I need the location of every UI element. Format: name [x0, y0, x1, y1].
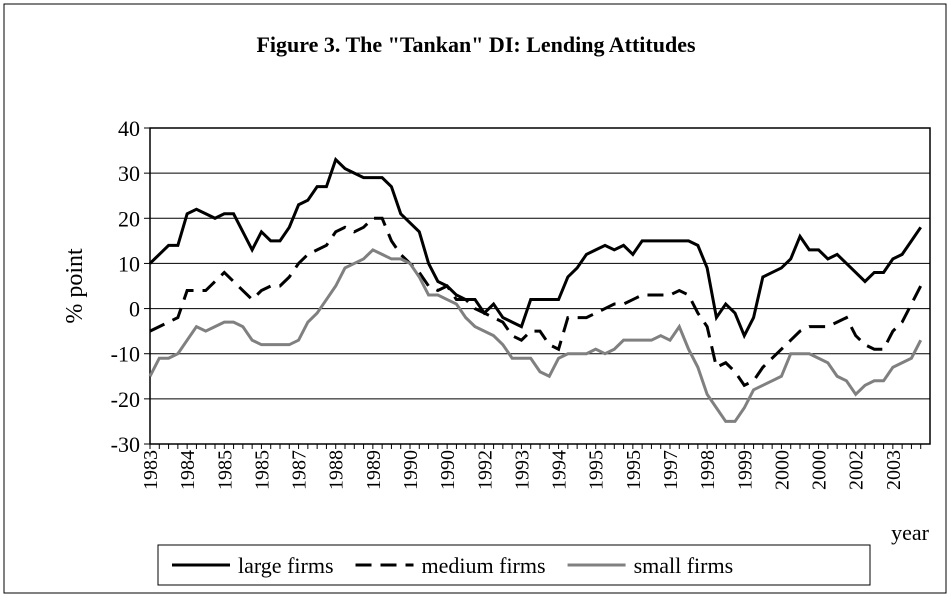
x-tick-label: 1988: [326, 450, 348, 490]
plot-area: [149, 127, 931, 445]
data-line: [149, 216, 923, 388]
y-tick-label: 30: [118, 161, 140, 186]
x-tick-label: 1998: [697, 450, 719, 490]
x-tick-label: 1985: [251, 450, 273, 490]
x-tick-label: 1987: [289, 450, 311, 490]
y-tick-label: 10: [118, 251, 140, 276]
y-tick-label: 0: [129, 297, 140, 322]
x-tick-label: 1994: [549, 450, 571, 490]
x-tick-label: 1999: [734, 450, 756, 490]
y-axis-label: % point: [62, 248, 88, 324]
legend-label: medium firms: [422, 553, 546, 578]
legend-label: small firms: [634, 553, 734, 578]
data-line: [148, 248, 923, 423]
legend-label: large firms: [238, 553, 334, 578]
x-tick-label: 2002: [846, 450, 868, 490]
data-line: [148, 156, 922, 340]
legend-box: [157, 544, 871, 586]
chart-title: Figure 3. The "Tankan" DI: Lending Attit…: [256, 32, 696, 57]
x-tick-label: 2000: [771, 450, 793, 490]
x-tick-label: 2000: [809, 450, 831, 490]
y-tick-label: -20: [111, 387, 140, 412]
y-tick-label: 20: [118, 206, 140, 231]
x-tick-label: 1990: [400, 450, 422, 490]
x-tick-label: 1993: [511, 450, 533, 490]
x-tick-label: 1992: [474, 450, 496, 490]
x-tick-label: 1997: [660, 450, 682, 490]
x-tick-label: 1985: [214, 450, 236, 490]
x-tick-label: 1989: [363, 450, 385, 490]
y-tick-label: 40: [118, 116, 140, 141]
x-tick-label: 2003: [883, 450, 905, 490]
x-tick-label: 1995: [623, 450, 645, 490]
y-tick-label: -30: [111, 432, 140, 457]
y-tick-label: -10: [111, 342, 140, 367]
x-tick-label: 1995: [586, 450, 608, 490]
x-tick-label: 1984: [177, 450, 199, 490]
x-tick-label: 1983: [140, 450, 162, 490]
x-axis-label: year: [891, 520, 930, 545]
x-tick-label: 1990: [437, 450, 459, 490]
